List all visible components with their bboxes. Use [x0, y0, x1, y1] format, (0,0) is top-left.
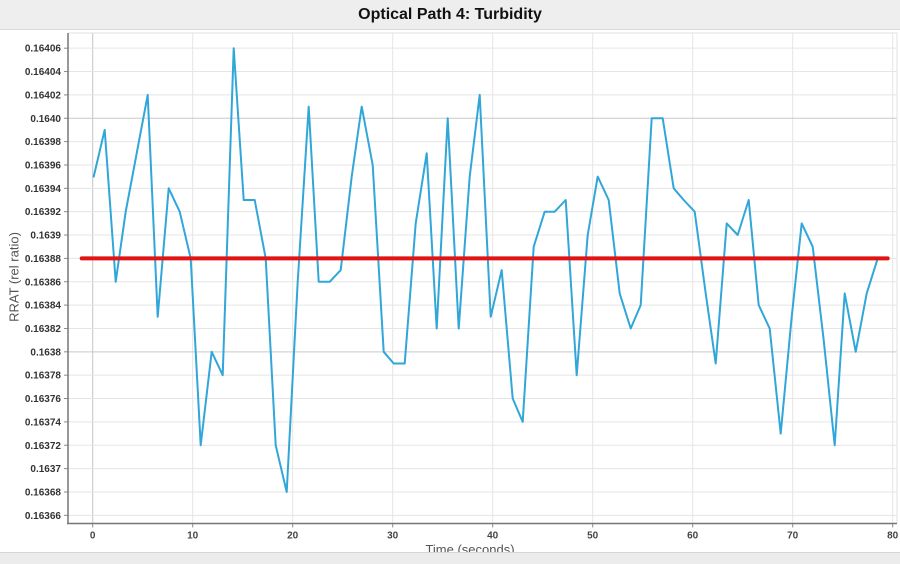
x-tick-label: 40	[487, 531, 499, 542]
y-tick-label: 0.16368	[25, 487, 62, 498]
y-tick-label: 0.1639	[30, 231, 61, 242]
x-tick-label: 10	[187, 531, 199, 542]
x-tick-label: 20	[287, 531, 299, 542]
footer-bar	[0, 552, 900, 564]
y-tick-label: 0.1637	[30, 464, 61, 475]
x-tick-label: 50	[587, 531, 599, 542]
y-tick-label: 0.1638	[30, 347, 61, 358]
y-tick-label: 0.16406	[25, 44, 62, 55]
y-tick-label: 0.16384	[25, 301, 62, 312]
y-tick-label: 0.16398	[25, 137, 62, 148]
y-tick-label: 0.16402	[25, 90, 62, 101]
y-tick-label: 0.16388	[25, 254, 62, 265]
x-tick-label: 80	[887, 531, 899, 542]
y-tick-label: 0.16378	[25, 371, 62, 382]
x-tick-label: 70	[787, 531, 799, 542]
y-tick-label: 0.16394	[25, 184, 62, 195]
x-tick-label: 60	[687, 531, 699, 542]
y-tick-label: 0.1640	[30, 114, 61, 125]
y-tick-label: 0.16404	[25, 67, 62, 78]
turbidity-rrat-series-line	[92, 47, 879, 493]
y-tick-label: 0.16374	[25, 417, 62, 428]
y-tick-label: 0.16392	[25, 207, 62, 218]
y-tick-label: 0.16382	[25, 324, 62, 335]
x-tick-label: 30	[387, 531, 399, 542]
y-tick-label: 0.16376	[25, 394, 62, 405]
y-tick-label: 0.16396	[25, 160, 62, 171]
y-tick-label: 0.16366	[25, 511, 62, 522]
y-axis-title: RRAT (rel ratio)	[6, 232, 22, 322]
chart-title: Optical Path 4: Turbidity	[358, 6, 542, 23]
y-tick-label: 0.16372	[25, 441, 62, 452]
y-tick-label: 0.16386	[25, 277, 62, 288]
chart-title-bar: Optical Path 4: Turbidity	[0, 0, 900, 30]
x-tick-label: 0	[90, 531, 96, 542]
